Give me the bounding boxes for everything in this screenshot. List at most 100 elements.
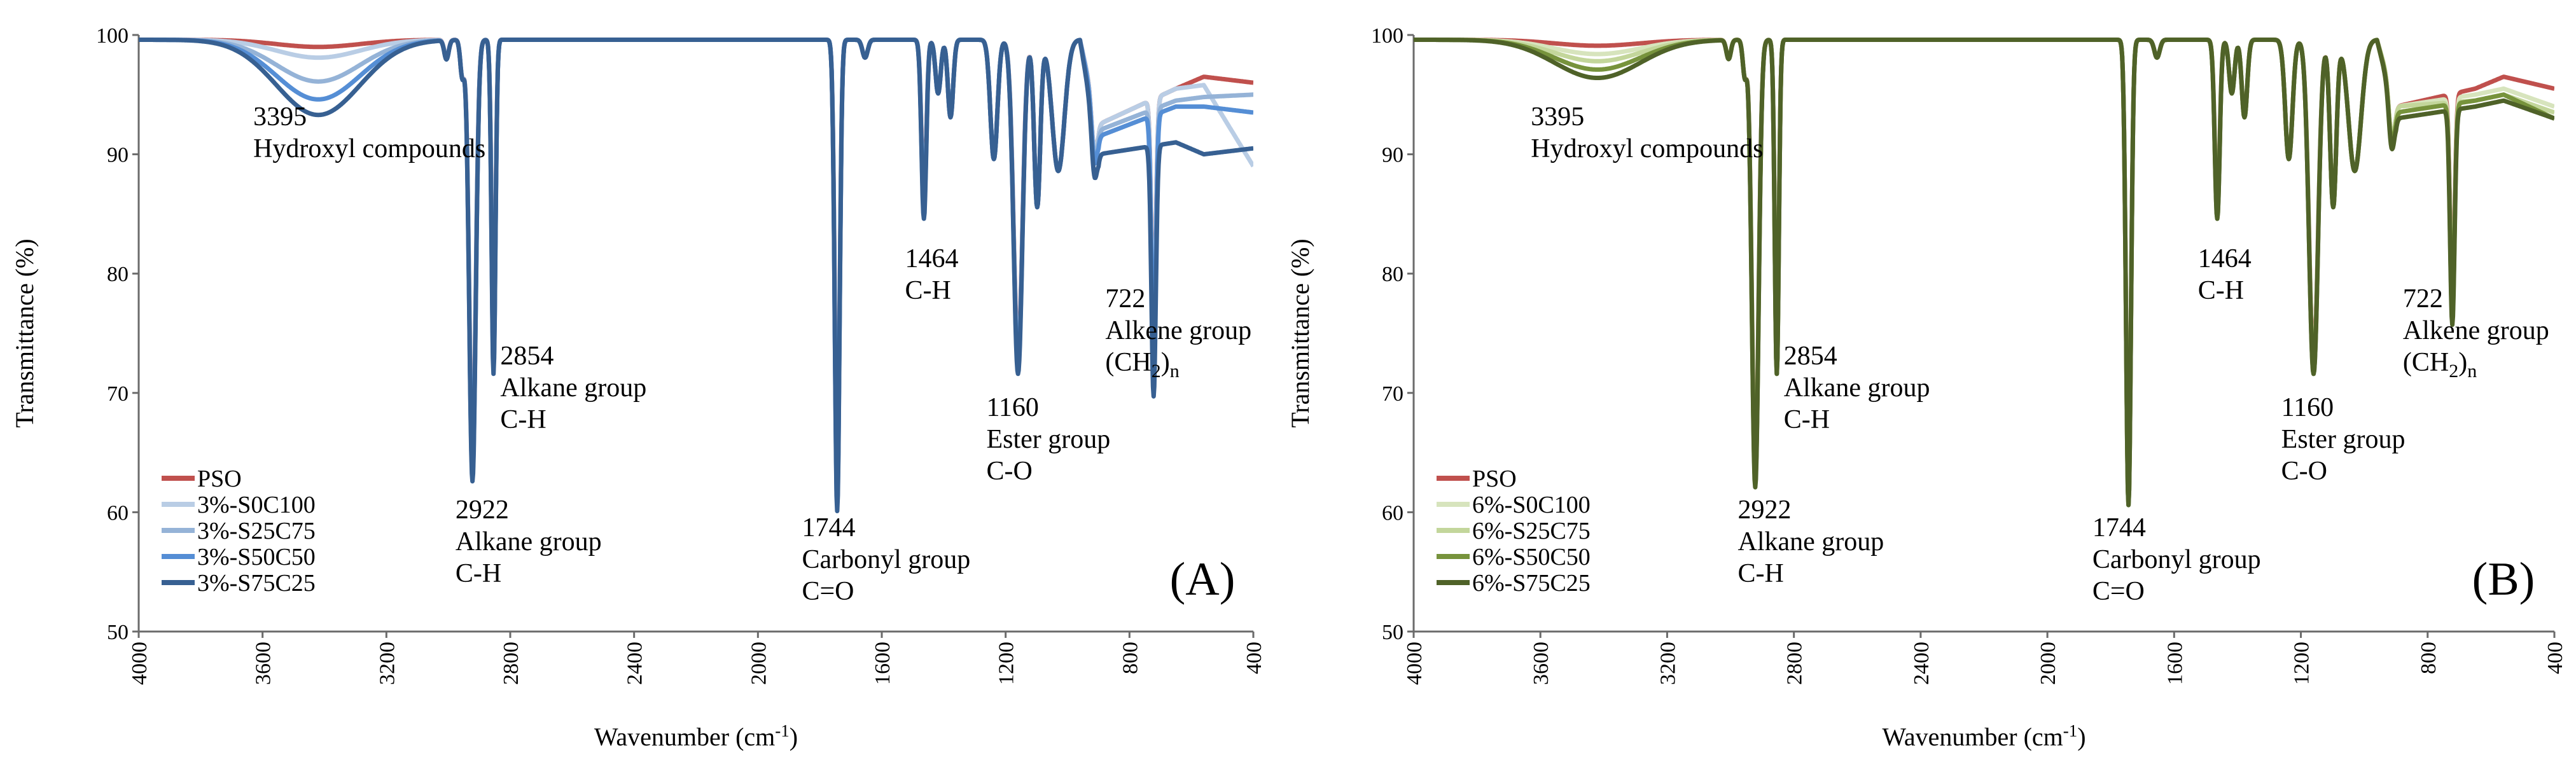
x-tick-label: 2000 xyxy=(747,642,770,685)
series-line-4 xyxy=(139,38,1253,513)
y-axis-title: Transmittance (%) xyxy=(10,238,39,427)
annotation-2854-line: Alkane group xyxy=(500,373,646,403)
legend-label-4: 6%-S75C25 xyxy=(1472,570,1591,597)
annotation-3395-line: 3395 xyxy=(253,102,307,132)
annotation-722-line: 722 xyxy=(1105,284,1145,314)
x-tick-label: 3600 xyxy=(252,642,275,685)
annotation-1464: 1464 C-H xyxy=(905,244,959,305)
y-tick-label: 60 xyxy=(1382,501,1403,525)
annotation-2922-line: C-H xyxy=(1738,559,1784,588)
annotation-722: 722 Alkene group (CH2)n xyxy=(2403,284,2549,382)
legend-label-0: PSO xyxy=(1472,466,1517,492)
y-tick-label: 90 xyxy=(1382,144,1403,167)
annotation-3395: 3395 Hydroxyl compounds xyxy=(1531,102,1763,163)
annotation-1160-line: 1160 xyxy=(986,393,1038,422)
annotation-1744-line: Carbonyl group xyxy=(2092,545,2261,574)
legend-label-3: 6%-S50C50 xyxy=(1472,544,1591,570)
annotation-3395: 3395 Hydroxyl compounds xyxy=(253,102,485,163)
y-tick-label: 80 xyxy=(1382,263,1403,286)
y-tick-label: 100 xyxy=(1371,24,1403,48)
annotation-1160-line: Ester group xyxy=(986,425,1110,454)
x-axis-title: Wavenumber (cm-1) xyxy=(1882,721,2085,751)
x-axis-title-close: ) xyxy=(790,722,798,751)
x-tick-label: 800 xyxy=(1118,642,1142,674)
annotation-1160-line: 1160 xyxy=(2281,393,2334,422)
x-tick-label: 1600 xyxy=(871,642,895,685)
x-tick-label: 2000 xyxy=(2036,642,2060,685)
x-axis-title: Wavenumber (cm-1) xyxy=(594,721,798,751)
annotation-2854-line: C-H xyxy=(500,405,546,434)
x-tick-label: 2800 xyxy=(499,642,523,685)
annotation-722-line: 722 xyxy=(2403,284,2443,314)
x-tick-label: 1600 xyxy=(2163,642,2187,685)
series-line-4 xyxy=(1414,38,2554,508)
annotation-1744-line: C=O xyxy=(802,577,854,606)
annotation-1744-line: Carbonyl group xyxy=(802,545,970,574)
x-tick-label: 2400 xyxy=(1910,642,1933,685)
x-tick-label: 1200 xyxy=(995,642,1019,685)
annotation-1160-line: C-O xyxy=(2281,457,2327,486)
x-axis-title-close: ) xyxy=(2077,722,2085,751)
annotation-722-line: (CH xyxy=(1105,348,1151,377)
x-tick-label: 1200 xyxy=(2290,642,2314,685)
y-tick-label: 80 xyxy=(107,263,129,286)
legend-label-2: 3%-S25C75 xyxy=(197,518,316,544)
annotation-1464-line: C-H xyxy=(905,276,951,305)
x-tick-label: 3200 xyxy=(375,642,399,685)
x-axis-title-sup: -1 xyxy=(2063,721,2078,740)
y-tick-label: 90 xyxy=(107,144,129,167)
annotation-1464-line: C-H xyxy=(2198,276,2244,305)
annotation-2922-line: Alkane group xyxy=(1738,527,1884,556)
annotation-722-sub: 2 xyxy=(2449,361,2458,382)
annotation-3395-line: Hydroxyl compounds xyxy=(253,134,485,163)
y-tick-label: 100 xyxy=(96,24,129,48)
annotation-3395-line: Hydroxyl compounds xyxy=(1531,134,1763,163)
x-axis-title-main: Wavenumber (cm xyxy=(594,722,775,751)
legend-label-2: 6%-S25C75 xyxy=(1472,518,1591,544)
x-tick-label: 3200 xyxy=(1656,642,1680,685)
x-tick-label: 4000 xyxy=(1403,642,1426,685)
annotation-2922: 2922 Alkane group C-H xyxy=(1738,495,1884,588)
annotation-1744: 1744 Carbonyl group C=O xyxy=(802,513,970,606)
legend-label-0: PSO xyxy=(197,466,242,492)
annotation-1160: 1160 Ester group C-O xyxy=(986,393,1110,486)
y-tick-label: 70 xyxy=(107,382,129,406)
series-group xyxy=(1414,38,2554,508)
y-tick-label: 60 xyxy=(107,501,129,525)
annotation-1744: 1744 Carbonyl group C=O xyxy=(2092,513,2261,606)
annotation-2854-line: 2854 xyxy=(500,342,553,371)
x-tick-label: 400 xyxy=(2544,642,2567,674)
annotation-2922-line: 2922 xyxy=(1738,495,1792,525)
annotation-2922-line: 2922 xyxy=(456,495,509,525)
annotation-2922-line: Alkane group xyxy=(456,527,602,556)
series-group xyxy=(139,38,1253,513)
annotation-722-line: Alkene group xyxy=(2403,316,2549,345)
annotation-722-line: (CH xyxy=(2403,348,2449,377)
x-tick-label: 2800 xyxy=(1783,642,1807,685)
annotation-722: 722 Alkene group (CH2)n xyxy=(1105,284,1251,382)
panel-label: (A) xyxy=(1170,553,1236,605)
x-tick-label: 4000 xyxy=(128,642,151,685)
annotation-722-sub: 2 xyxy=(1152,361,1161,382)
annotation-1160: 1160 Ester group C-O xyxy=(2281,393,2405,486)
annotation-2854-line: Alkane group xyxy=(1784,373,1930,403)
annotation-1464: 1464 C-H xyxy=(2198,244,2252,305)
annotation-1744-line: 1744 xyxy=(2092,513,2146,542)
y-axis-title: Transmittance (%) xyxy=(1286,238,1314,427)
y-tick-label: 70 xyxy=(1382,382,1403,406)
x-tick-label: 2400 xyxy=(623,642,647,685)
annotation-722-line: Alkene group xyxy=(1105,316,1251,345)
annotation-722-line: ) xyxy=(2458,348,2467,377)
annotation-722-sub: n xyxy=(1170,361,1180,382)
annotation-2854-line: C-H xyxy=(1784,405,1830,434)
y-tick-label: 50 xyxy=(1382,621,1403,644)
legend-label-4: 3%-S75C25 xyxy=(197,570,316,597)
annotation-1744-line: C=O xyxy=(2092,577,2145,606)
annotation-2854-line: 2854 xyxy=(1784,342,1837,371)
x-tick-label: 800 xyxy=(2417,642,2440,674)
annotation-2922-line: C-H xyxy=(456,559,501,588)
annotation-1160-line: C-O xyxy=(986,457,1032,486)
